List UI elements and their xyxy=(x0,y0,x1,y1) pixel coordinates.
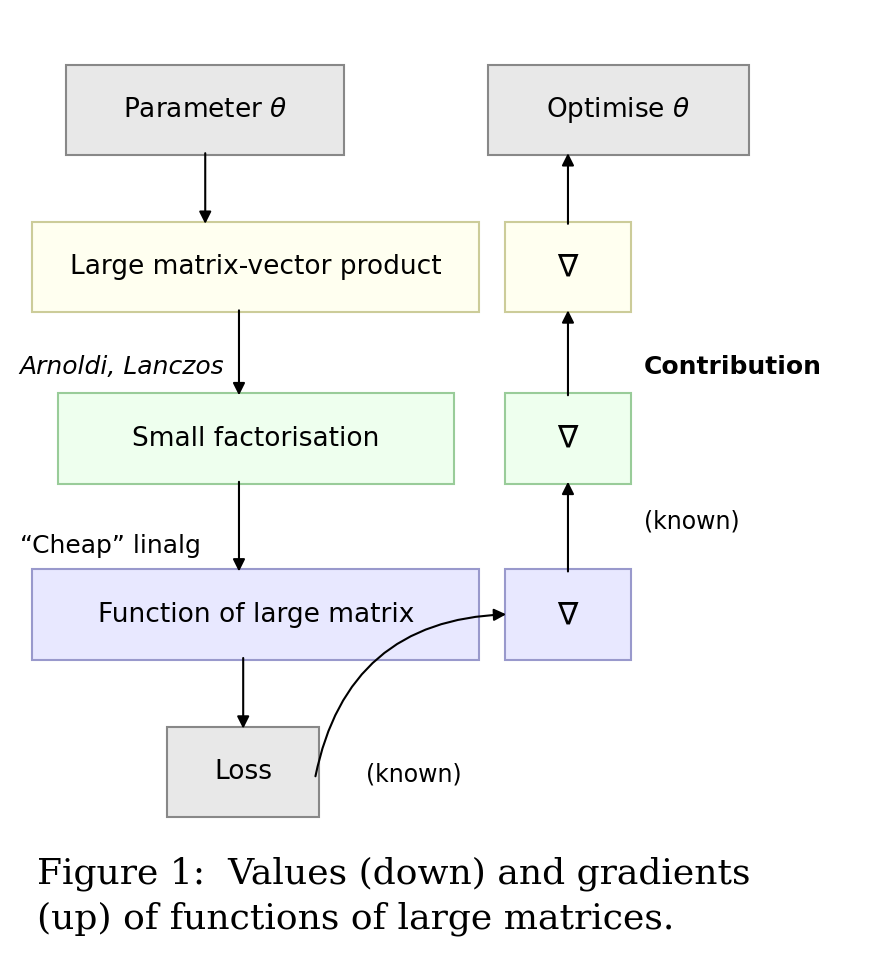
Text: Arnoldi, Lanczos: Arnoldi, Lanczos xyxy=(20,354,224,378)
Text: Large matrix-vector product: Large matrix-vector product xyxy=(70,254,442,280)
Text: Contribution: Contribution xyxy=(644,354,822,378)
FancyBboxPatch shape xyxy=(32,569,479,660)
Text: Small factorisation: Small factorisation xyxy=(133,425,380,451)
FancyBboxPatch shape xyxy=(504,569,632,660)
Text: Parameter $\theta$: Parameter $\theta$ xyxy=(123,97,288,123)
FancyBboxPatch shape xyxy=(504,222,632,312)
FancyBboxPatch shape xyxy=(57,394,454,484)
Text: (known): (known) xyxy=(644,510,739,534)
FancyBboxPatch shape xyxy=(32,222,479,312)
FancyBboxPatch shape xyxy=(66,65,344,155)
Text: “Cheap” linalg: “Cheap” linalg xyxy=(20,534,201,558)
Text: $\nabla$: $\nabla$ xyxy=(556,253,580,282)
Text: $\nabla$: $\nabla$ xyxy=(556,601,580,629)
FancyBboxPatch shape xyxy=(168,726,319,817)
FancyBboxPatch shape xyxy=(504,394,632,484)
Text: Loss: Loss xyxy=(214,759,272,785)
Text: Function of large matrix: Function of large matrix xyxy=(98,602,414,627)
Text: $\nabla$: $\nabla$ xyxy=(556,424,580,453)
Text: Optimise $\theta$: Optimise $\theta$ xyxy=(547,95,691,125)
Text: (known): (known) xyxy=(366,763,461,787)
FancyBboxPatch shape xyxy=(487,65,749,155)
Text: Figure 1:  Values (down) and gradients
(up) of functions of large matrices.: Figure 1: Values (down) and gradients (u… xyxy=(37,856,750,936)
